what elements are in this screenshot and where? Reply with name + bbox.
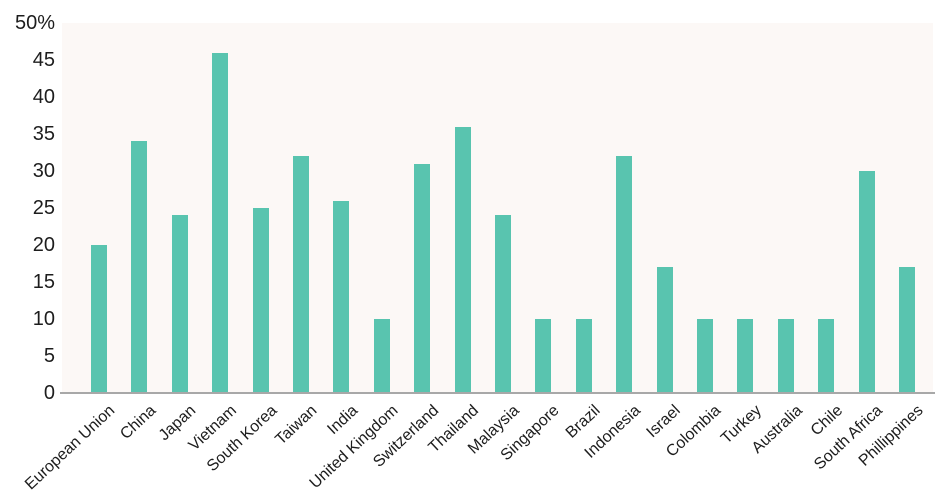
y-tick-label-25: 25	[32, 197, 55, 219]
y-axis: 0 5 10 15 20 25 30 35 40 45 50%	[0, 0, 57, 492]
bar-malaysia	[495, 215, 511, 393]
y-tick-label-50: 50%	[14, 12, 55, 34]
bar-colombia	[697, 319, 713, 393]
bar-indonesia	[616, 156, 633, 393]
bar-european-union	[91, 245, 107, 393]
bar-singapore	[535, 319, 552, 393]
y-tick-label-10: 10	[32, 308, 55, 330]
bar-australia	[777, 319, 794, 393]
y-tick-label-45: 45	[32, 49, 55, 71]
plot-area	[62, 23, 933, 393]
y-tick-label-15: 15	[32, 271, 55, 293]
y-tick-label-0: 0	[43, 382, 55, 404]
y-tick-label-5: 5	[43, 345, 55, 367]
bar-south-korea	[252, 208, 269, 393]
bar-china	[131, 141, 148, 393]
bar-taiwan	[293, 156, 309, 393]
y-tick-label-30: 30	[32, 160, 55, 182]
y-tick-label-35: 35	[32, 123, 55, 145]
bar-brazil	[575, 319, 592, 393]
bar-phillippines	[899, 267, 915, 393]
x-axis-line	[60, 392, 935, 394]
bar-switzerland	[414, 163, 431, 393]
bar-south-africa	[858, 171, 875, 393]
bar-vietnam	[212, 52, 229, 393]
y-tick-label-40: 40	[32, 86, 55, 108]
bar-turkey	[737, 319, 754, 393]
bar-chile	[818, 319, 835, 393]
x-axis: European Union China Japan Vietnam South Kor…	[22, 393, 933, 492]
x-tick-label-china: China	[116, 402, 160, 443]
bar-united-kingdom	[373, 319, 390, 393]
bar-israel	[656, 267, 673, 393]
bar-india	[333, 200, 350, 393]
x-tick-label-taiwan: Taiwan	[272, 402, 321, 449]
bar-japan	[171, 215, 188, 393]
bar-thailand	[454, 126, 471, 393]
bars	[62, 23, 933, 393]
y-tick-label-20: 20	[32, 234, 55, 256]
